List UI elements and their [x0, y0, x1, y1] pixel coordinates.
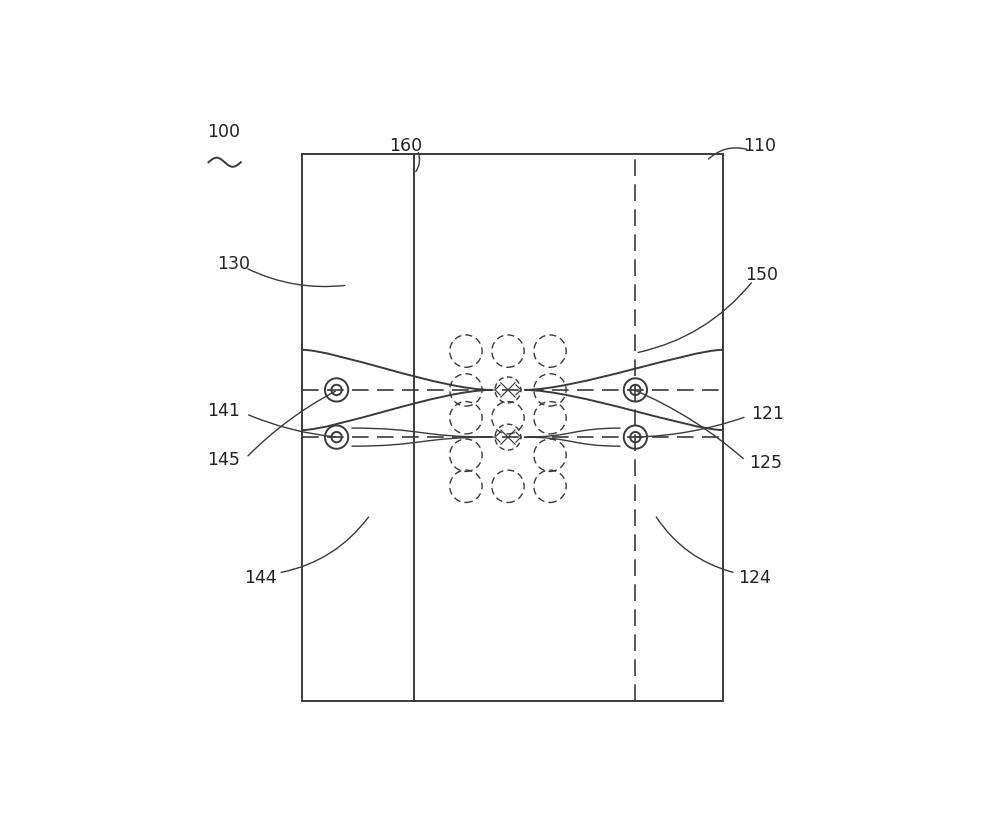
Text: 100: 100 — [207, 123, 240, 141]
Text: 144: 144 — [244, 570, 277, 587]
Text: 125: 125 — [750, 454, 783, 472]
Text: 124: 124 — [739, 570, 771, 587]
Bar — [302, 155, 723, 701]
Text: 130: 130 — [217, 255, 250, 273]
Text: 145: 145 — [208, 451, 240, 470]
Text: 121: 121 — [751, 405, 784, 423]
Text: 160: 160 — [389, 137, 422, 155]
Text: 110: 110 — [743, 137, 776, 155]
Text: 150: 150 — [745, 266, 778, 285]
Text: 141: 141 — [208, 402, 240, 420]
